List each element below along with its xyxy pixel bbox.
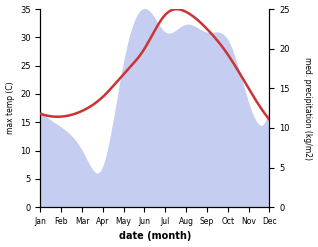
Y-axis label: med. precipitation (kg/m2): med. precipitation (kg/m2): [303, 57, 313, 160]
Y-axis label: max temp (C): max temp (C): [5, 82, 15, 134]
X-axis label: date (month): date (month): [119, 231, 191, 242]
